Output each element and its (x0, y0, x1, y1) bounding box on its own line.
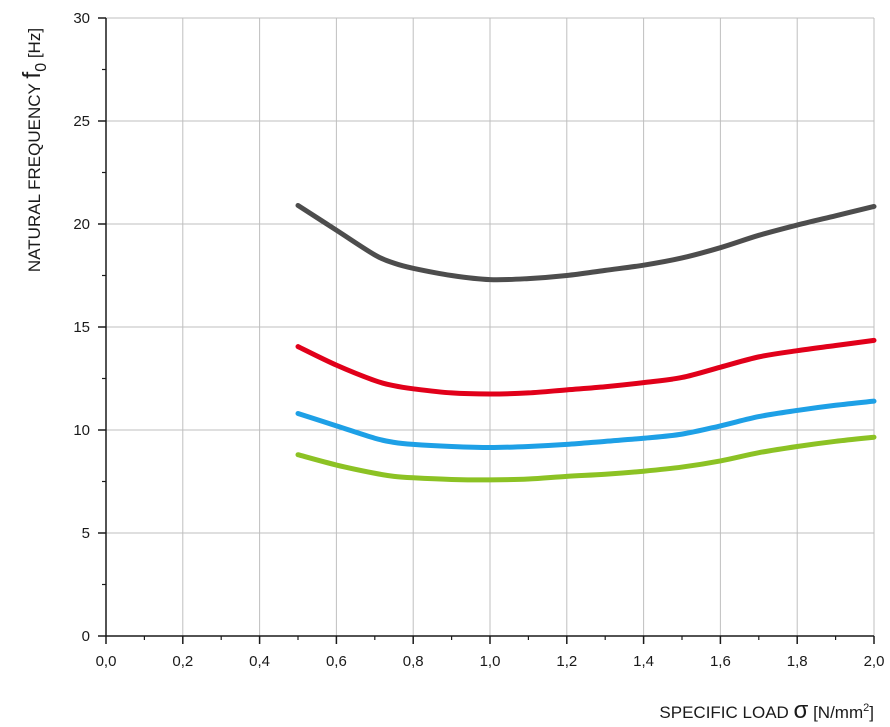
y-tick-label-2: 10 (73, 422, 90, 439)
axes (98, 17, 875, 644)
x-tick-label-8: 1,6 (710, 653, 731, 670)
y-tick-label-3: 15 (73, 319, 90, 336)
x-tick-label-5: 1,0 (480, 653, 501, 670)
x-axis-title-unit-open: [N/mm (808, 703, 863, 722)
series-line-0 (295, 202, 877, 283)
series-line-3 (295, 434, 877, 483)
x-tick-label-0: 0,0 (96, 653, 117, 670)
y-axis-title: NATURAL FREQUENCY f0 [Hz] (18, 28, 50, 272)
x-axis-title-symbol: σ (794, 697, 809, 724)
x-tick-label-10: 2,0 (864, 653, 885, 670)
x-axis-title: SPECIFIC LOAD σ [N/mm2] (659, 697, 874, 724)
y-tick-label-6: 30 (73, 10, 90, 27)
grid (106, 17, 875, 636)
series-group (295, 202, 877, 483)
x-tick-label-4: 0,8 (403, 653, 424, 670)
x-tick-label-1: 0,2 (172, 653, 193, 670)
y-axis-title-symbol: f (18, 72, 46, 79)
series-line-1 (295, 337, 877, 397)
x-axis-title-unit-close: ] (869, 703, 874, 722)
y-tick-label-1: 5 (82, 525, 90, 542)
x-tick-label-7: 1,4 (633, 653, 654, 670)
tick-labels: 0,0 0,2 0,4 0,6 0,8 1,0 1,2 1,4 1,6 1,8 2,0 0 5 10 15 2… (73, 10, 884, 670)
series-line-2 (295, 398, 877, 451)
y-tick-label-4: 20 (73, 216, 90, 233)
x-tick-label-2: 0,4 (249, 653, 270, 670)
x-tick-label-3: 0,6 (326, 653, 347, 670)
y-axis-title-unit: [Hz] (25, 28, 44, 63)
x-axis-title-text: SPECIFIC LOAD (659, 703, 793, 722)
x-tick-label-9: 1,8 (787, 653, 808, 670)
y-axis-title-subscript: 0 (33, 63, 50, 72)
y-tick-label-0: 0 (82, 628, 90, 645)
x-tick-label-6: 1,2 (556, 653, 577, 670)
x-axis-title-unit-sup: 2 (863, 702, 869, 714)
y-axis-title-text: NATURAL FREQUENCY (25, 79, 44, 272)
y-tick-label-5: 25 (73, 113, 90, 130)
